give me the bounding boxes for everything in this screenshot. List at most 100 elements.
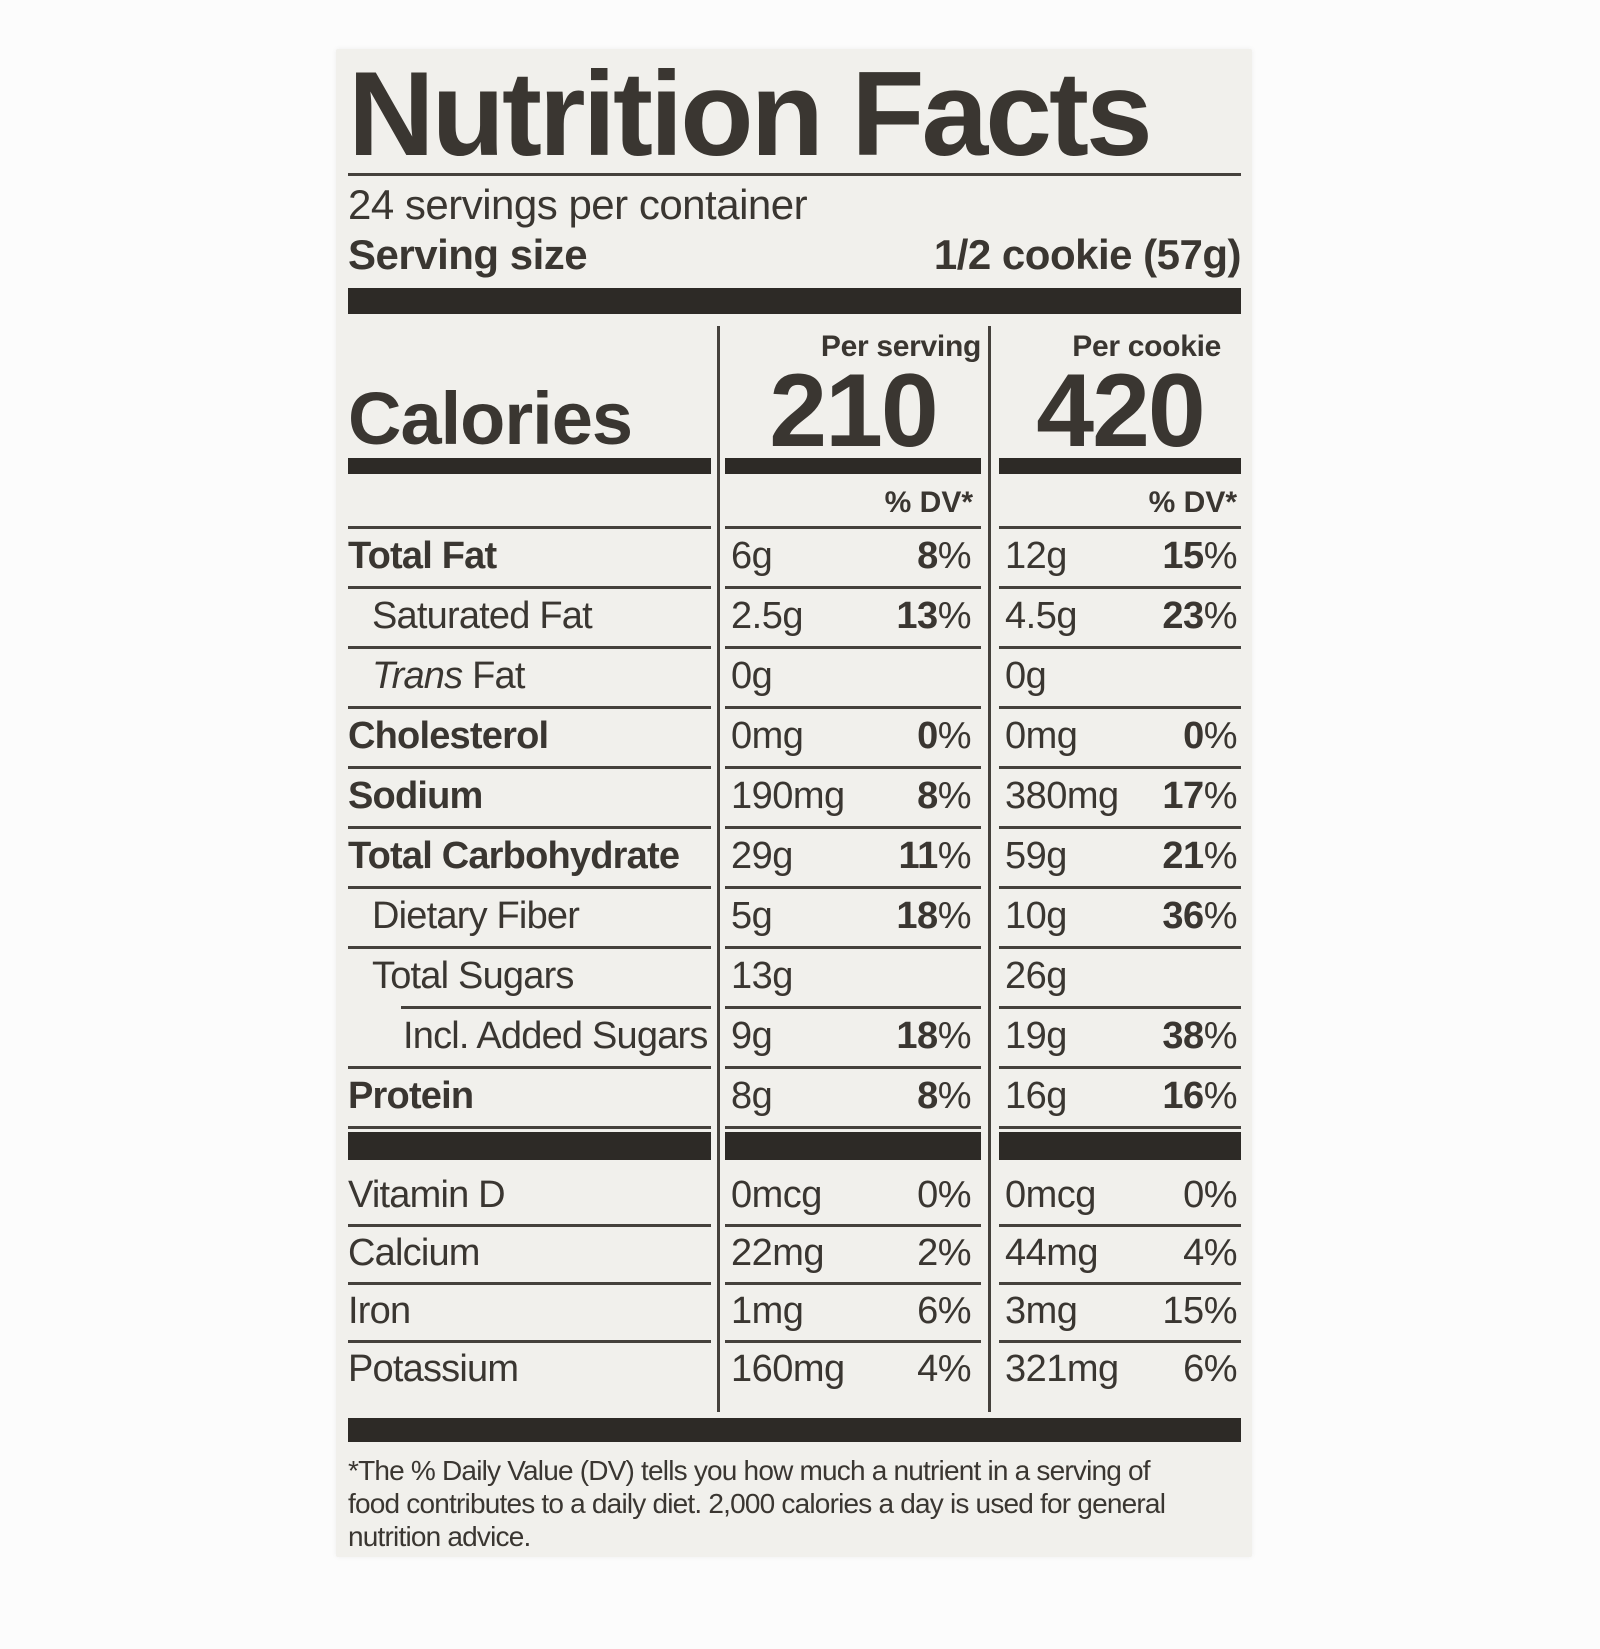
percent-dv: 0%: [917, 1173, 971, 1216]
percent-dv: 38%: [1162, 1014, 1237, 1057]
percent-dv: 0%: [917, 714, 971, 757]
amount: 0mg: [1005, 714, 1078, 757]
nutrient-row-vitamin-d: Vitamin D 0mcg 0% 0mcg 0%: [348, 1166, 1241, 1224]
nutrient-row-incl-added-sugars: Incl. Added Sugars 9g 18% 19g 38%: [348, 1006, 1241, 1066]
per-serving-value: 190mg 8%: [725, 766, 981, 826]
per-serving-header: Per serving: [820, 330, 981, 363]
amount: 321mg: [1005, 1347, 1119, 1390]
calories-label: Calories: [348, 377, 633, 460]
separator-bar: [999, 1132, 1241, 1160]
amount: 13g: [731, 954, 793, 997]
per-serving-value: 160mg 4%: [725, 1340, 981, 1398]
amount: 190mg: [731, 774, 845, 817]
amount: 3mg: [1005, 1289, 1078, 1332]
amount: 0mcg: [1005, 1173, 1096, 1216]
per-serving-value: 0mg 0%: [725, 706, 981, 766]
per-cookie-value: 12g 15%: [999, 526, 1241, 586]
percent-dv: 23%: [1162, 594, 1237, 637]
separator-bar: [348, 1132, 711, 1160]
per-serving-value: 1mg 6%: [725, 1282, 981, 1340]
nutrient-name: Iron: [348, 1289, 411, 1332]
vitamins-separator-bars: [348, 1126, 1241, 1166]
calories-underline-bars: [348, 458, 1241, 474]
per-cookie-value: 321mg 6%: [999, 1340, 1241, 1398]
nutrient-row-cholesterol: Cholesterol 0mg 0% 0mg 0%: [348, 706, 1241, 766]
column-divider-2: [988, 326, 991, 1412]
per-cookie-header: Per cookie: [1072, 330, 1221, 363]
percent-dv: 0%: [1183, 714, 1237, 757]
percent-dv: 16%: [1162, 1074, 1237, 1117]
nutrient-row-dietary-fiber: Dietary Fiber 5g 18% 10g 36%: [348, 886, 1241, 946]
amount: 4.5g: [1005, 594, 1077, 637]
amount: 0mcg: [731, 1173, 822, 1216]
calories-per-serving: 210: [769, 353, 939, 469]
amount: 8g: [731, 1074, 773, 1117]
amount: 6g: [731, 534, 773, 577]
per-cookie-value: 3mg 15%: [999, 1282, 1241, 1340]
serving-size-row: Serving size 1/2 cookie (57g): [348, 230, 1242, 280]
serving-size-label: Serving size: [348, 231, 588, 278]
nutrient-name: Sodium: [348, 774, 483, 817]
bottom-separator-bar: [348, 1418, 1241, 1442]
amount: 59g: [1005, 834, 1067, 877]
serving-size-value: 1/2 cookie (57g): [933, 231, 1242, 278]
underline-bar: [999, 458, 1241, 474]
percent-dv: 8%: [917, 1074, 971, 1117]
percent-dv: 6%: [917, 1289, 971, 1332]
per-cookie-value: 26g: [999, 946, 1241, 1006]
nutrient-name: Cholesterol: [348, 714, 549, 757]
per-cookie-value: 0mcg 0%: [999, 1166, 1241, 1224]
nutrient-row-saturated-fat: Saturated Fat 2.5g 13% 4.5g 23%: [348, 586, 1241, 646]
percent-dv: 6%: [1183, 1347, 1237, 1390]
nutrient-row-calcium: Calcium 22mg 2% 44mg 4%: [348, 1224, 1241, 1282]
nutrient-name: Potassium: [348, 1347, 519, 1390]
nutrient-name: Total Fat: [348, 534, 497, 577]
percent-dv: 0%: [1183, 1173, 1237, 1216]
underline-bar: [725, 458, 981, 474]
nutrient-row-total-sugars: Total Sugars 13g 26g: [348, 946, 1241, 1006]
amount: 2.5g: [731, 594, 803, 637]
amount: 12g: [1005, 534, 1067, 577]
amount: 160mg: [731, 1347, 845, 1390]
per-cookie-value: 0mg 0%: [999, 706, 1241, 766]
nutrient-name: Incl. Added Sugars: [403, 1014, 708, 1057]
amount: 0mg: [731, 714, 804, 757]
percent-dv: 11%: [898, 834, 972, 877]
per-cookie-value: 0g: [999, 646, 1241, 706]
per-serving-value: 9g 18%: [725, 1006, 981, 1066]
per-cookie-value: 4.5g 23%: [999, 586, 1241, 646]
nutrient-name: Total Sugars: [372, 954, 574, 997]
vitamin-rows: Vitamin D 0mcg 0% 0mcg 0% Calcium 22mg 2% 44mg 4%…: [348, 1166, 1241, 1398]
percent-dv: 21%: [1162, 834, 1237, 877]
nutrient-row-total-fat: Total Fat 6g 8% 12g 15%: [348, 526, 1241, 586]
amount: 29g: [731, 834, 793, 877]
per-serving-value: 22mg 2%: [725, 1224, 981, 1282]
per-serving-value: 29g 11%: [725, 826, 981, 886]
percent-dv: 18%: [896, 1014, 971, 1057]
per-cookie-value: 10g 36%: [999, 886, 1241, 946]
nutrition-facts-label: Nutrition Facts 24 servings per containe…: [336, 49, 1252, 1557]
per-serving-value: 0mcg 0%: [725, 1166, 981, 1224]
dv-footnote: *The % Daily Value (DV) tells you how mu…: [348, 1455, 1166, 1552]
per-cookie-value: 59g 21%: [999, 826, 1241, 886]
percent-dv: 4%: [917, 1347, 971, 1390]
nutrient-rows: Total Fat 6g 8% 12g 15% Saturated Fat 2.5g 13% 4…: [348, 526, 1241, 1126]
title-rule: [348, 173, 1241, 176]
nutrient-row-sodium: Sodium 190mg 8% 380mg 17%: [348, 766, 1241, 826]
calories-row: Calories 210 420: [348, 353, 1241, 469]
amount: 44mg: [1005, 1231, 1099, 1274]
daily-value-headers: % DV* % DV*: [348, 474, 1241, 526]
nutrient-name: Saturated Fat: [372, 594, 593, 637]
per-serving-value: 2.5g 13%: [725, 586, 981, 646]
percent-dv: 18%: [896, 894, 971, 937]
amount: 380mg: [1005, 774, 1119, 817]
per-cookie-value: 19g 38%: [999, 1006, 1241, 1066]
nutrient-row-iron: Iron 1mg 6% 3mg 15%: [348, 1282, 1241, 1340]
percent-dv: 2%: [917, 1231, 971, 1274]
nutrient-name: Dietary Fiber: [372, 894, 580, 937]
per-serving-value: 6g 8%: [725, 526, 981, 586]
per-cookie-value: 380mg 17%: [999, 766, 1241, 826]
amount: 16g: [1005, 1074, 1067, 1117]
amount: 26g: [1005, 954, 1067, 997]
per-serving-value: 13g: [725, 946, 981, 1006]
